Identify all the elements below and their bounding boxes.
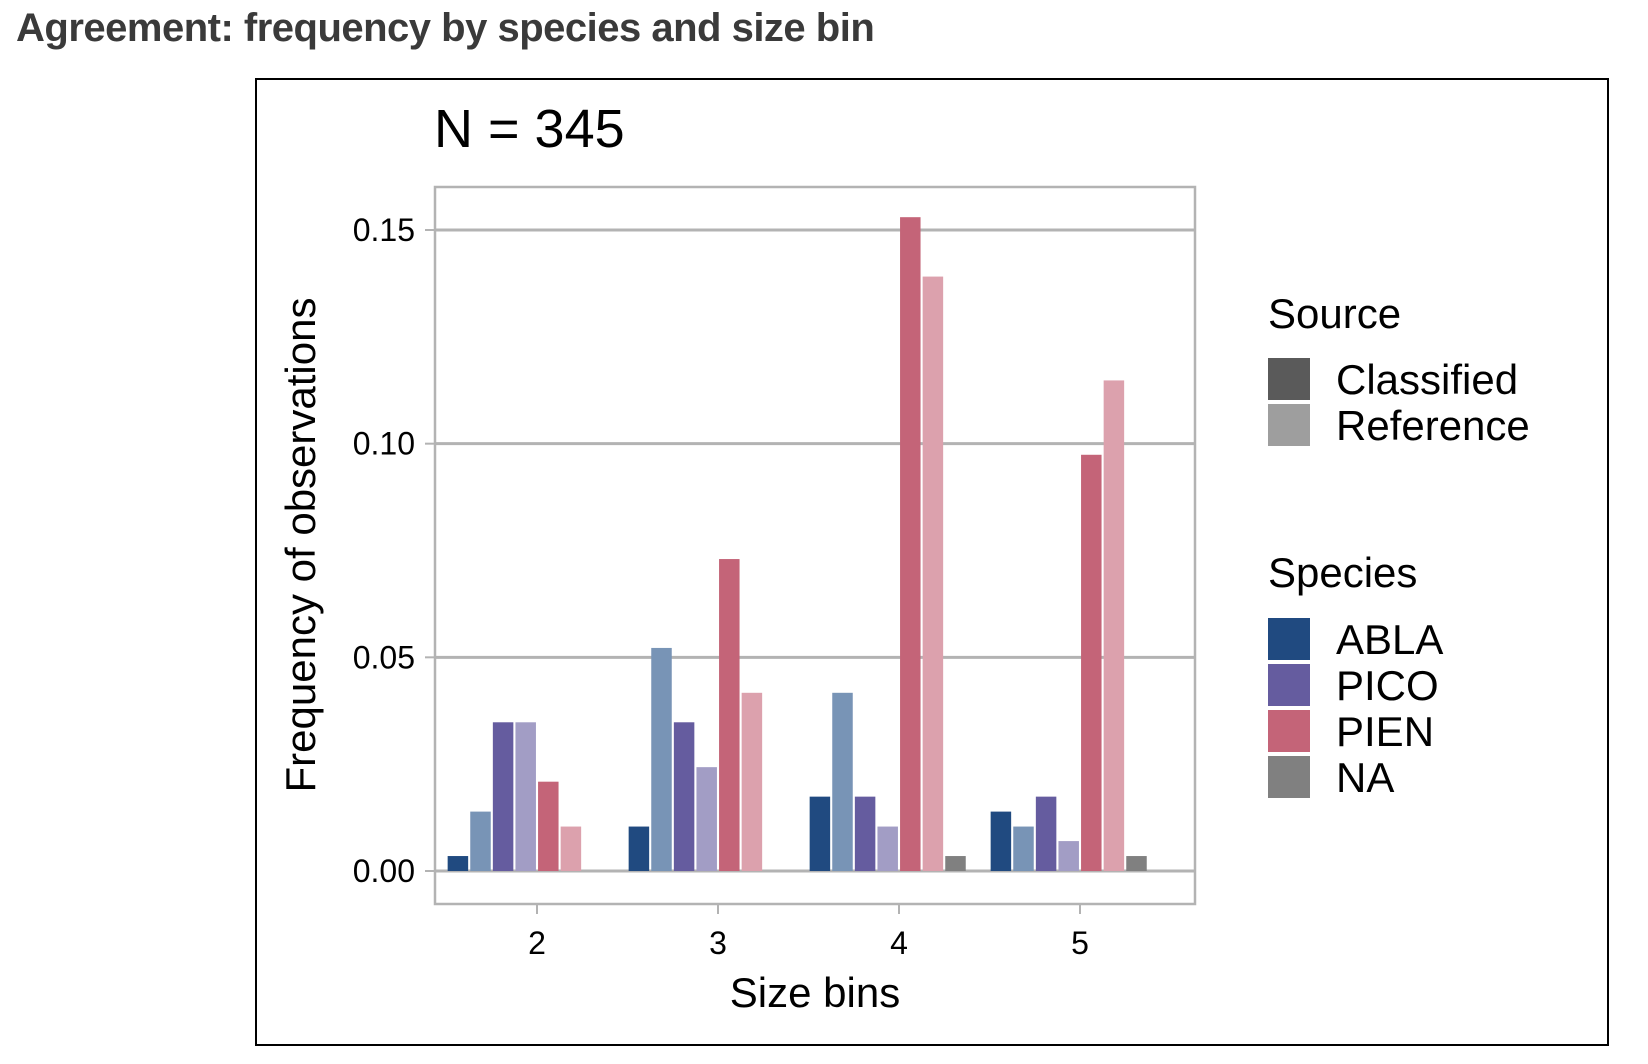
legend-label-reference: Reference	[1336, 402, 1530, 449]
y-grid	[435, 228, 1195, 873]
bar-pien-reference	[741, 692, 763, 871]
bar-pien-reference	[560, 826, 582, 871]
chart-title: N = 345	[434, 99, 625, 159]
bar-abla-reference	[651, 647, 672, 871]
legend-key-reference	[1268, 404, 1310, 446]
x-axis-label: Size bins	[730, 969, 900, 1016]
bar-abla-classified	[809, 796, 831, 871]
plot-panel-border	[433, 185, 1197, 906]
bar-pico-reference	[1058, 841, 1079, 871]
bar-pico-classified	[1035, 796, 1057, 871]
legend-source-title: Source	[1268, 290, 1401, 337]
bar-pico-classified	[673, 722, 695, 871]
legend-key-abla	[1268, 618, 1310, 660]
bar-abla-reference	[1013, 826, 1034, 871]
bar-pien-classified	[900, 217, 921, 871]
bar-abla-reference	[470, 811, 491, 871]
bar-pien-classified	[1081, 454, 1102, 871]
bar-pico-classified	[492, 722, 514, 871]
legend-label-pico: PICO	[1336, 662, 1439, 709]
x-axis: 2 3 4 5	[528, 904, 1089, 961]
y-axis: 0.00 0.05 0.10 0.15	[353, 212, 435, 889]
y-axis-label: Frequency of observations	[277, 298, 324, 793]
x-tick-label: 3	[709, 925, 727, 961]
y-tick-label: 0.00	[353, 853, 415, 889]
legend-label-classified: Classified	[1336, 356, 1518, 403]
bar-pico-reference	[515, 722, 536, 871]
x-tick-label: 5	[1071, 925, 1089, 961]
bar-na-classified	[945, 856, 966, 871]
bar-pico-reference	[696, 767, 717, 871]
legend-label-na: NA	[1336, 754, 1394, 801]
legend-key-pico	[1268, 664, 1310, 706]
bar-abla-classified	[447, 856, 469, 871]
legend-key-classified	[1268, 358, 1310, 400]
bar-pico-reference	[877, 826, 898, 871]
x-tick-label: 4	[890, 925, 908, 961]
bar-abla-reference	[832, 692, 853, 871]
bar-pien-reference	[922, 276, 944, 871]
x-tick-label: 2	[528, 925, 546, 961]
legend-species-title: Species	[1268, 549, 1417, 596]
y-tick-label: 0.10	[353, 426, 415, 462]
bar-abla-classified	[628, 826, 650, 871]
bar-na-classified	[1126, 856, 1147, 871]
legend-label-abla: ABLA	[1336, 616, 1443, 663]
y-tick-label: 0.15	[353, 212, 415, 248]
bar-pien-classified	[538, 781, 559, 871]
bars	[447, 217, 1147, 871]
y-tick-label: 0.05	[353, 639, 415, 675]
bar-pien-reference	[1103, 380, 1125, 871]
legend-label-pien: PIEN	[1336, 708, 1434, 755]
legend-key-na	[1268, 756, 1310, 798]
legend-key-pien	[1268, 710, 1310, 752]
bar-pien-classified	[719, 559, 740, 871]
page-title: Agreement: frequency by species and size…	[16, 6, 875, 50]
bar-abla-classified	[990, 811, 1012, 871]
bar-pico-classified	[854, 796, 876, 871]
chart-outer-frame	[255, 78, 1609, 1046]
